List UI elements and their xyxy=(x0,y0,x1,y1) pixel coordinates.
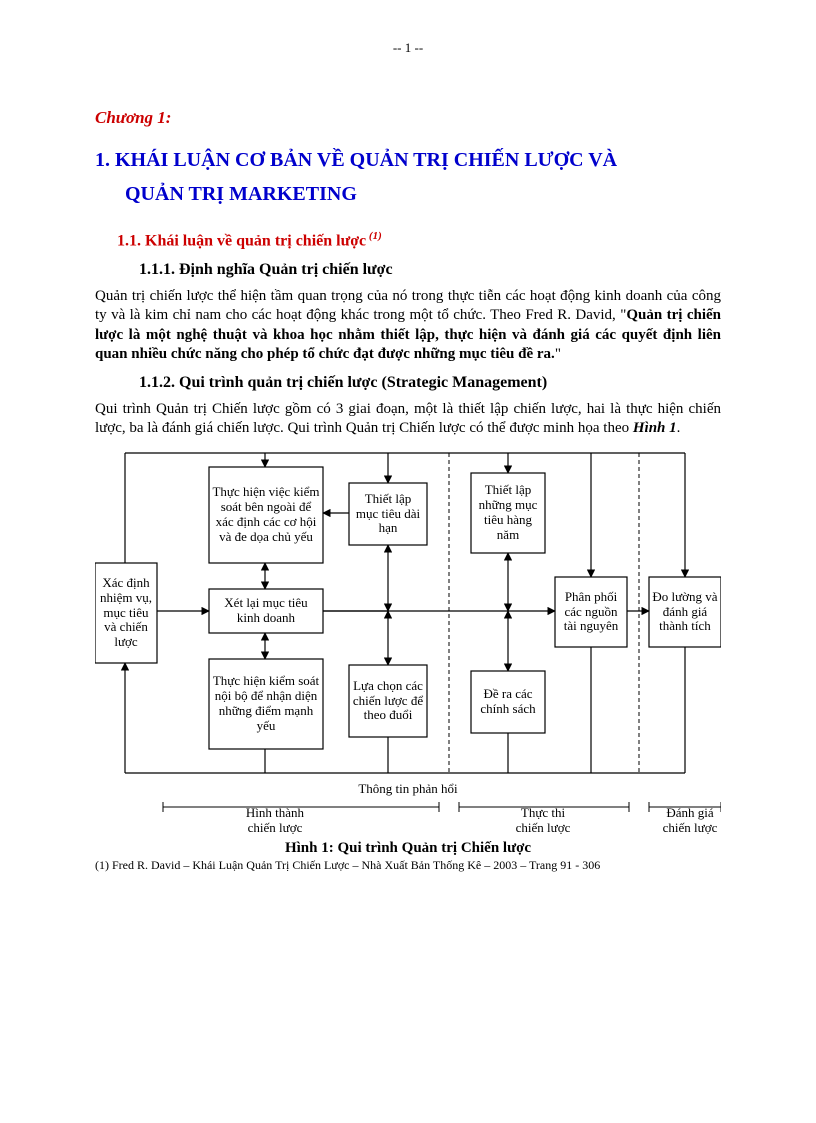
figure-1: Xác định nhiệm vụ, mục tiêu và chiến lượ… xyxy=(95,447,721,837)
page-number: -- 1 -- xyxy=(95,40,721,57)
h2-text: 1.1. Khái luận về quản trị chiến lược xyxy=(117,232,366,249)
h1-line1: 1. KHÁI LUẬN CƠ BẢN VỀ QUẢN TRỊ CHIẾN LƯ… xyxy=(95,149,617,171)
p2-ref: Hình 1 xyxy=(633,420,677,436)
heading-1-1: 1.1. Khái luận về quản trị chiến lược (1… xyxy=(117,229,721,252)
svg-text:Thông tin phản hổi: Thông tin phản hổi xyxy=(358,781,458,796)
flowchart-svg: Xác định nhiệm vụ, mục tiêu và chiến lượ… xyxy=(95,447,721,837)
paragraph-2: Qui trình Quản trị Chiến lược gồm có 3 g… xyxy=(95,400,721,439)
chapter-label: Chương 1: xyxy=(95,107,721,129)
heading-1-1-1: 1.1.1. Định nghĩa Quản trị chiến lược xyxy=(139,260,721,281)
figure-caption: Hình 1: Qui trình Quản trị Chiến lược xyxy=(95,839,721,859)
h1-line2: QUẢN TRỊ MARKETING xyxy=(95,177,357,211)
svg-text:Hình thànhchiến lược: Hình thànhchiến lược xyxy=(246,805,305,835)
footnote-1: (1) Fred R. David – Khái Luận Quản Trị C… xyxy=(95,858,721,874)
p2-a: Qui trình Quản trị Chiến lược gồm có 3 g… xyxy=(95,401,721,437)
paragraph-1: Quản trị chiến lược thể hiện tầm quan tr… xyxy=(95,287,721,365)
heading-1: 1. KHÁI LUẬN CƠ BẢN VỀ QUẢN TRỊ CHIẾN LƯ… xyxy=(95,143,721,211)
p2-c: . xyxy=(677,420,681,436)
footnote-ref: (1) xyxy=(366,230,382,242)
svg-text:Đánh giáchiến lược: Đánh giáchiến lược xyxy=(663,805,718,835)
heading-1-1-2: 1.1.2. Qui trình quản trị chiến lược (St… xyxy=(139,373,721,394)
p1-c: " xyxy=(555,346,561,362)
svg-text:Thực thichiến lược: Thực thichiến lược xyxy=(516,805,571,835)
